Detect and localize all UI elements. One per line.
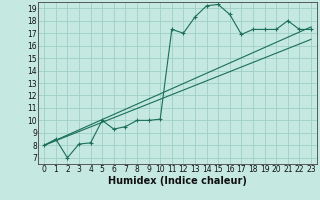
X-axis label: Humidex (Indice chaleur): Humidex (Indice chaleur): [108, 176, 247, 186]
